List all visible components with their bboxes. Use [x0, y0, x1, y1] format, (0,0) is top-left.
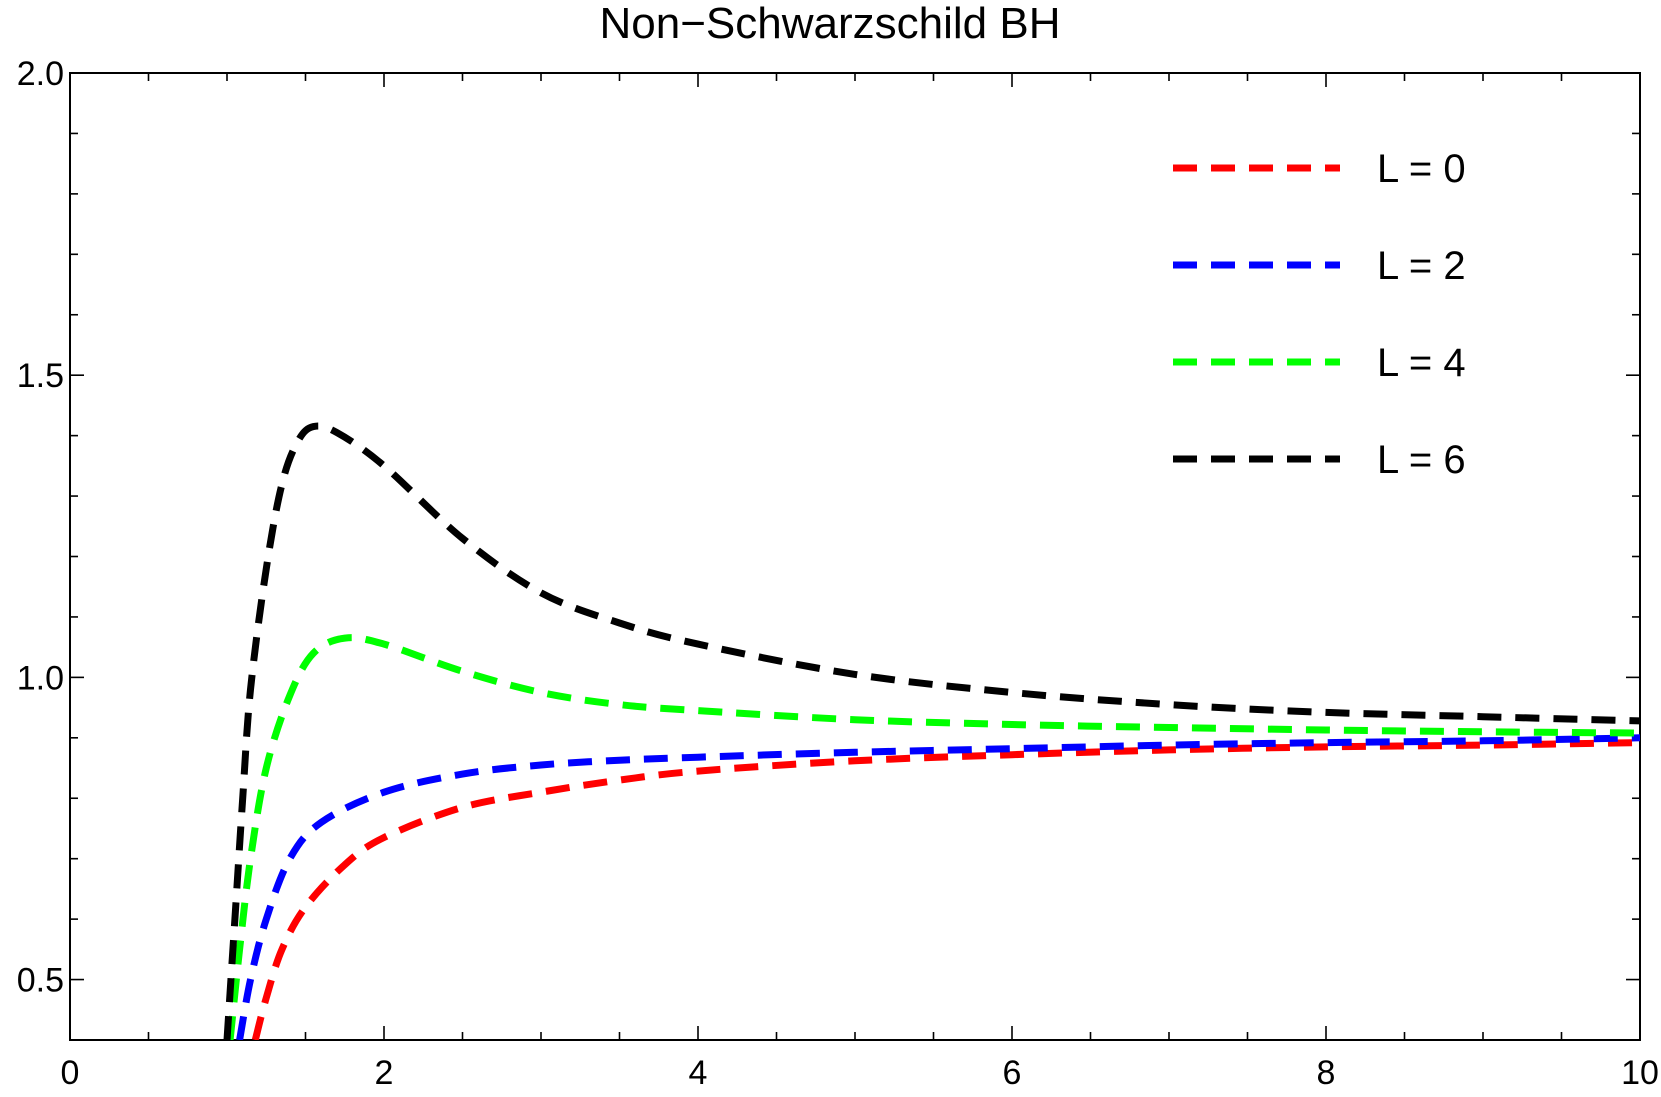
plot-frame [69, 72, 1641, 1041]
x-tick-label: 0 [61, 1054, 80, 1092]
y-tick-label: 0.5 [17, 962, 64, 1000]
plot-area: 0 2 4 6 8 10 0.5 1.0 1.5 2.0 [17, 55, 1659, 1092]
y-tick-label: 2.0 [17, 55, 64, 93]
series-line-l-6 [223, 422, 1640, 1040]
legend-label-l-6: L = 6 [1377, 438, 1466, 482]
y-tick-label: 1.0 [17, 659, 64, 697]
series-line-l-2 [236, 734, 1640, 1040]
x-tick-label: 6 [1003, 1054, 1022, 1092]
x-tick-label: 4 [689, 1054, 708, 1092]
legend-label-l-0: L = 0 [1377, 147, 1466, 191]
x-tick-label: 10 [1621, 1054, 1659, 1092]
legend: L = 0 L = 2 L = 4 L = 6 [1173, 147, 1466, 482]
series-line-l-0 [251, 739, 1640, 1040]
y-tick-label: 1.5 [17, 357, 64, 395]
series-group [223, 422, 1640, 1040]
x-tick-label: 8 [1317, 1054, 1336, 1092]
chart-title: Non−Schwarzschild BH [600, 0, 1061, 48]
legend-label-l-4: L = 4 [1377, 341, 1466, 385]
legend-label-l-2: L = 2 [1377, 244, 1466, 288]
x-tick-label: 2 [375, 1054, 394, 1092]
series-line-l-4 [226, 634, 1640, 1040]
